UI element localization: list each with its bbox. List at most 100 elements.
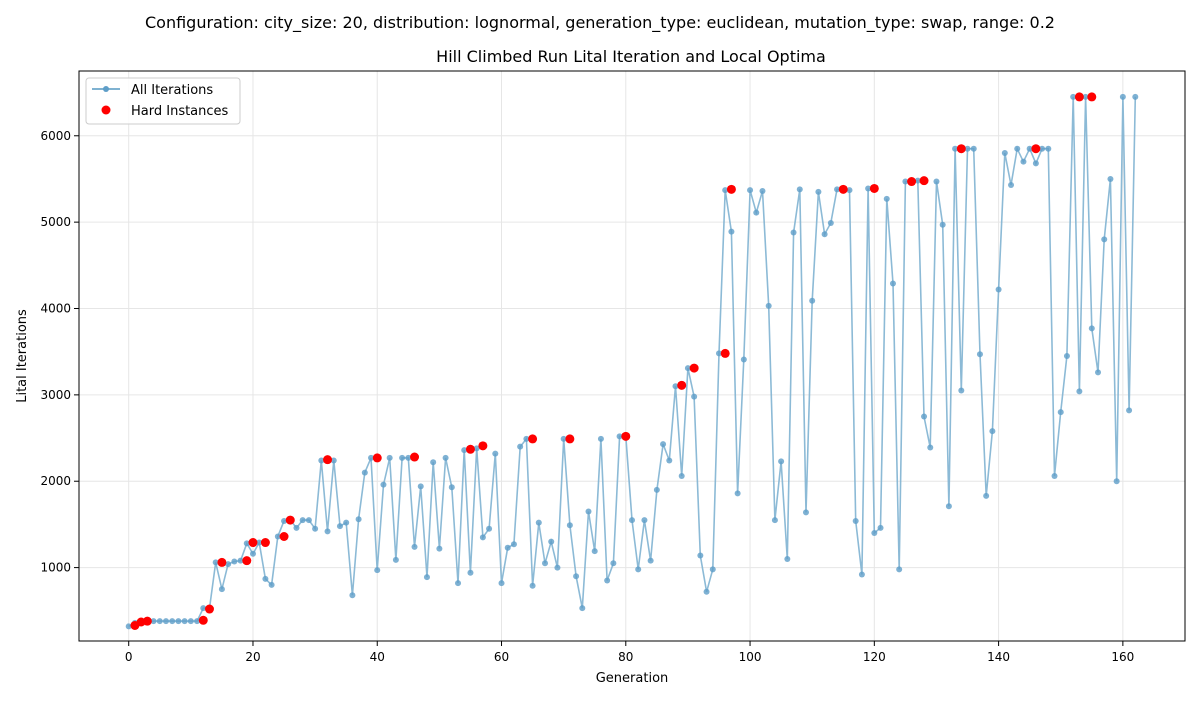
series-line (128, 96, 1137, 628)
data-point (492, 450, 499, 457)
data-point (821, 231, 828, 238)
data-point (281, 517, 288, 524)
hard-instance-point (621, 431, 631, 441)
data-point (1045, 145, 1052, 152)
suptitle: Configuration: city_size: 20, distributi… (145, 13, 1055, 33)
hard-instance-point (279, 532, 289, 541)
data-point (299, 517, 306, 524)
data-point (647, 557, 654, 564)
data-point (1082, 93, 1089, 100)
data-point (218, 586, 225, 593)
hard-instance-point (838, 184, 848, 194)
data-point (889, 280, 896, 287)
y-axis-label: Lital Iterations (15, 309, 30, 403)
data-point (827, 220, 834, 226)
data-point (1032, 160, 1039, 167)
data-point (591, 548, 598, 555)
data-point (784, 555, 791, 562)
x-tick-label: 60 (494, 650, 509, 664)
data-point (914, 177, 921, 184)
data-point (374, 567, 381, 574)
data-point (573, 573, 580, 580)
data-point (237, 557, 244, 564)
data-point (187, 618, 194, 625)
chart-title: Hill Climbed Run Lital Iteration and Loc… (436, 47, 826, 66)
hard-instance-point (242, 556, 252, 566)
hard-instance-point (204, 604, 214, 614)
data-point (305, 517, 312, 524)
hard-instance-point (907, 177, 917, 187)
data-point (1057, 409, 1064, 416)
data-point (231, 558, 238, 565)
legend: All Iterations Hard Instances (85, 77, 241, 125)
data-point (1126, 407, 1133, 414)
data-point (697, 552, 704, 559)
data-point (343, 519, 350, 526)
data-point (877, 524, 884, 531)
data-point (610, 560, 617, 567)
data-point (952, 145, 959, 152)
data-point (336, 523, 343, 530)
data-point (753, 209, 760, 216)
series-hard-instances (130, 92, 1097, 630)
x-tick-label: 20 (245, 650, 260, 664)
data-point (629, 517, 635, 524)
data-point (871, 530, 878, 537)
data-point (983, 492, 990, 499)
data-point (212, 559, 219, 566)
data-point (486, 525, 493, 532)
y-tick-label: 1000 (40, 561, 71, 575)
data-point (504, 544, 511, 551)
data-point (945, 503, 952, 510)
data-point (834, 186, 841, 193)
data-point (865, 185, 872, 192)
data-point (579, 605, 586, 612)
hard-instance-point (260, 538, 270, 548)
hard-instance-point (677, 380, 687, 390)
y-tick-label: 6000 (40, 129, 71, 143)
data-point (380, 481, 387, 488)
data-point (1008, 182, 1015, 188)
data-point (349, 592, 356, 599)
data-point (411, 543, 418, 550)
data-point (430, 459, 437, 466)
x-tick-label: 160 (1111, 650, 1134, 664)
data-point (399, 454, 406, 461)
series-all-iterations-points (125, 93, 1139, 630)
data-point (1076, 388, 1083, 395)
hard-instance-point (1074, 92, 1084, 102)
data-point (734, 490, 741, 497)
data-point (1014, 145, 1021, 152)
data-point (1051, 473, 1058, 480)
x-axis: 0 20 40 60 80 100 120 140 160 (125, 641, 1134, 664)
data-point (1001, 150, 1008, 157)
legend-label-all-iterations: All Iterations (131, 83, 213, 98)
hard-instance-point (528, 434, 538, 444)
data-point (902, 178, 909, 185)
data-point (759, 188, 766, 195)
data-point (169, 618, 176, 625)
y-tick-label: 2000 (40, 474, 71, 488)
data-point (249, 550, 256, 557)
data-point (262, 575, 269, 582)
hard-instance-point (689, 363, 699, 373)
data-point (790, 229, 797, 236)
data-point (846, 187, 853, 194)
data-point (523, 435, 530, 442)
y-tick-label: 3000 (40, 388, 71, 402)
hard-instance-point (323, 455, 333, 465)
data-point (423, 574, 430, 581)
hard-instance-point (465, 444, 475, 454)
data-point (1070, 93, 1077, 100)
legend-hard-marker-icon (101, 105, 111, 115)
data-point (194, 618, 201, 625)
data-point (554, 564, 561, 571)
x-tick-label: 0 (125, 650, 133, 664)
hard-instance-point (198, 615, 208, 625)
data-point (815, 188, 822, 195)
data-point (156, 618, 163, 625)
data-point (436, 545, 443, 552)
hard-instance-point (726, 184, 736, 194)
data-point (548, 538, 555, 545)
